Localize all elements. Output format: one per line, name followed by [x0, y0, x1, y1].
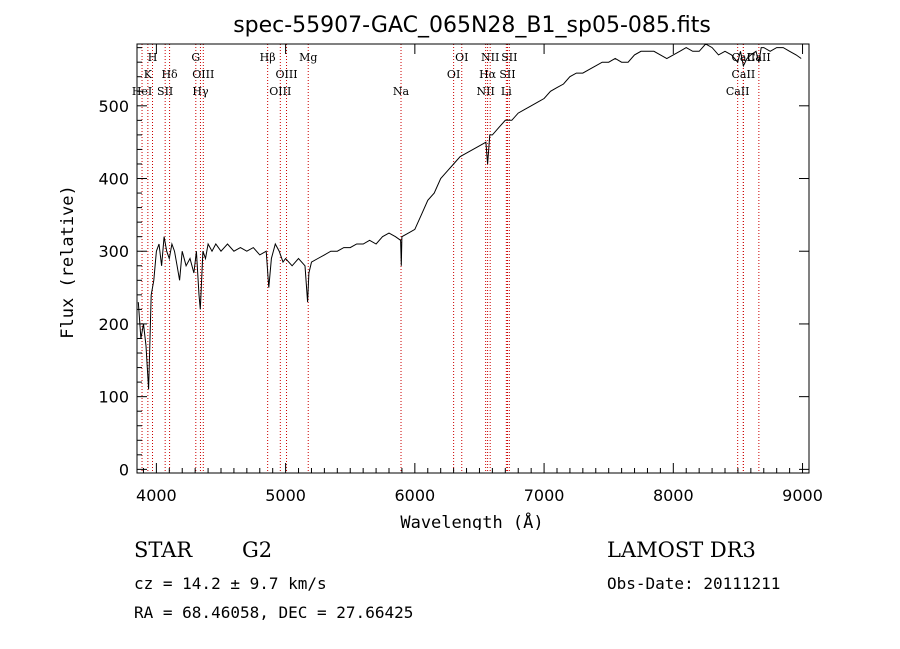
y-axis: 0 100 200 300 400 500 [98, 47, 809, 479]
line-label-18: SII [501, 51, 517, 64]
x-tick-label-4: 8000 [653, 486, 694, 505]
x-tick-label-3: 7000 [524, 486, 565, 505]
line-label-20: Li [501, 85, 512, 98]
x-tick-label-1: 5000 [265, 486, 306, 505]
x-tick-label-5: 9000 [782, 486, 823, 505]
line-label-19: SII [499, 68, 515, 81]
y-axis-label: Flux (relative) [58, 185, 78, 339]
line-label-5: G [191, 51, 200, 64]
line-label-11: Mg [299, 51, 317, 64]
y-tick-label-3: 300 [98, 242, 129, 261]
line-label-6: OIII [192, 68, 214, 81]
x-axis: 4000 5000 6000 7000 8000 9000 [136, 44, 823, 505]
line-label-3: SII [157, 85, 173, 98]
y-tick-label-4: 400 [98, 170, 129, 189]
line-label-23: CaII [732, 68, 756, 81]
line-label-12: Na [393, 85, 410, 98]
plot-frame [136, 43, 810, 474]
line-label-17: NII [477, 85, 495, 98]
line-label-14: OI [447, 68, 460, 81]
line-label-16: Hα [479, 68, 497, 81]
line-label-22: CaII [726, 85, 750, 98]
x-axis-label: Wavelength (Å) [400, 511, 543, 530]
line-label-15: NII [481, 51, 499, 64]
y-tick-label-5: 500 [98, 97, 129, 116]
object-subclass: G2 [242, 538, 273, 562]
spectral-line-markers [141, 44, 760, 473]
line-label-13: OI [455, 51, 468, 64]
line-label-0: H [148, 51, 158, 64]
survey-name: LAMOST DR3 [607, 538, 756, 562]
line-label-9: OIII [275, 68, 297, 81]
redshift-velocity: cz = 14.2 ± 9.7 km/s [134, 574, 327, 593]
x-tick-label-0: 4000 [136, 486, 177, 505]
line-label-7: Hγ [192, 85, 209, 98]
spectrum-chart: spec-55907-GAC_065N28_B1_sp05-085.fits H… [58, 13, 823, 530]
line-label-21: CaII [732, 51, 756, 64]
line-label-10: OIII [269, 85, 291, 98]
object-class: STAR [134, 538, 193, 562]
chart-title: spec-55907-GAC_065N28_B1_sp05-085.fits [233, 13, 711, 38]
y-tick-label-0: 0 [119, 460, 129, 479]
line-label-2: HeI [132, 85, 152, 98]
line-label-8: Hβ [260, 51, 276, 64]
line-label-1: K [144, 68, 153, 81]
line-label-24: CaII [747, 51, 771, 64]
observation-date: Obs-Date: 20111211 [607, 574, 781, 593]
line-label-4: Hδ [161, 68, 178, 81]
y-tick-label-2: 200 [98, 315, 129, 334]
y-tick-label-1: 100 [98, 388, 129, 407]
coordinates: RA = 68.46058, DEC = 27.66425 [134, 603, 414, 622]
spectrum-line [137, 43, 802, 390]
x-tick-label-2: 6000 [394, 486, 435, 505]
